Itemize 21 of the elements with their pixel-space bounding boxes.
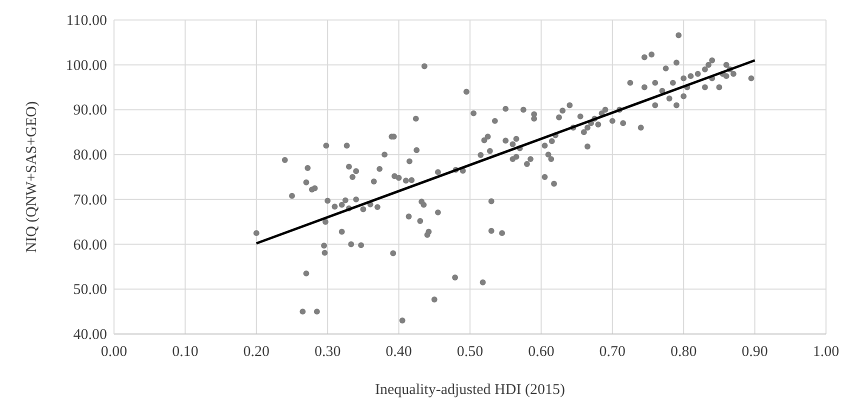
x-tick-label: 0.60 — [528, 344, 554, 360]
y-tick-label: 90.00 — [73, 102, 107, 119]
y-tick-label: 100.00 — [66, 58, 107, 74]
y-tick-label: 40.00 — [73, 327, 107, 343]
x-tick-label: 1.00 — [812, 344, 840, 360]
x-tick-label: 0.80 — [670, 344, 697, 360]
x-tick-label: 0.40 — [386, 344, 412, 360]
x-tick-label: 0.10 — [172, 344, 198, 360]
y-tick-label: 110.00 — [66, 13, 107, 29]
y-tick-label: 80.00 — [73, 148, 107, 164]
x-tick-label: 0.20 — [243, 344, 270, 360]
x-tick-label: 0.30 — [314, 344, 341, 360]
x-tick-label: 0.50 — [456, 344, 484, 360]
x-tick-label: 0.90 — [742, 344, 768, 360]
y-tick-label: 50.00 — [73, 282, 107, 298]
y-tick-label: 60.00 — [73, 237, 107, 254]
y-axis-title: NIQ (QNW+SAS+GEO) — [24, 101, 40, 253]
x-tick-label: 0.00 — [100, 344, 128, 360]
x-axis-title: Inequality-adjusted HDI (2015) — [375, 382, 565, 398]
y-tick-label: 70.00 — [73, 192, 107, 208]
x-tick-label: 0.70 — [599, 344, 626, 360]
